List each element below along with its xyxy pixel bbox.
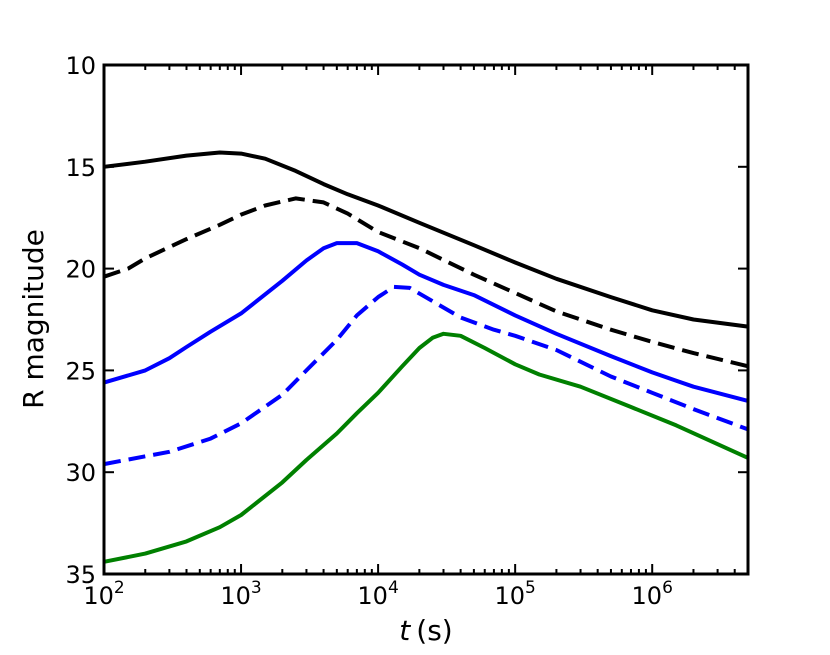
y-tick-label: 15 (65, 154, 96, 182)
x-tick-base: 10 (357, 582, 388, 610)
x-tick-label: 102 (83, 578, 124, 610)
y-tick-label: 20 (65, 256, 96, 284)
x-axis-unit: (s) (416, 614, 452, 647)
x-tick-base: 10 (632, 582, 663, 610)
y-tick-label: 35 (65, 561, 96, 589)
series-line-blue-solid (103, 241, 749, 403)
series-line-black-dashed (103, 196, 749, 369)
x-tick-label: 103 (220, 578, 261, 610)
x-tick-base: 10 (220, 582, 251, 610)
x-axis-variable: t (399, 614, 411, 647)
x-tick-exponent: 2 (114, 578, 125, 598)
x-axis-label: t (s) (399, 614, 452, 647)
x-tick-exponent: 3 (251, 578, 262, 598)
x-tick-label: 104 (357, 578, 398, 610)
plot-frame (102, 63, 750, 576)
y-axis-label: R magnitude (17, 229, 50, 409)
series-line-blue-dashed (103, 284, 749, 467)
series-line-black-solid (103, 150, 749, 329)
x-tick-exponent: 5 (525, 578, 536, 598)
x-tick-base: 10 (494, 582, 525, 610)
ticks-layer (103, 64, 749, 575)
y-tick-label: 25 (65, 357, 96, 385)
x-tick-exponent: 4 (388, 578, 399, 598)
y-tick-labels: 10 15 20 25 30 35 (65, 52, 96, 589)
series-line-green-solid (103, 331, 749, 564)
x-tick-label: 106 (632, 578, 673, 610)
x-tick-exponent: 6 (662, 578, 673, 598)
x-tick-labels: 102 103 104 105 106 (83, 578, 673, 610)
x-tick-base: 10 (83, 582, 114, 610)
y-tick-label: 30 (65, 459, 96, 487)
x-tick-label: 105 (494, 578, 535, 610)
series-layer (103, 150, 749, 564)
y-tick-label: 10 (65, 52, 96, 80)
